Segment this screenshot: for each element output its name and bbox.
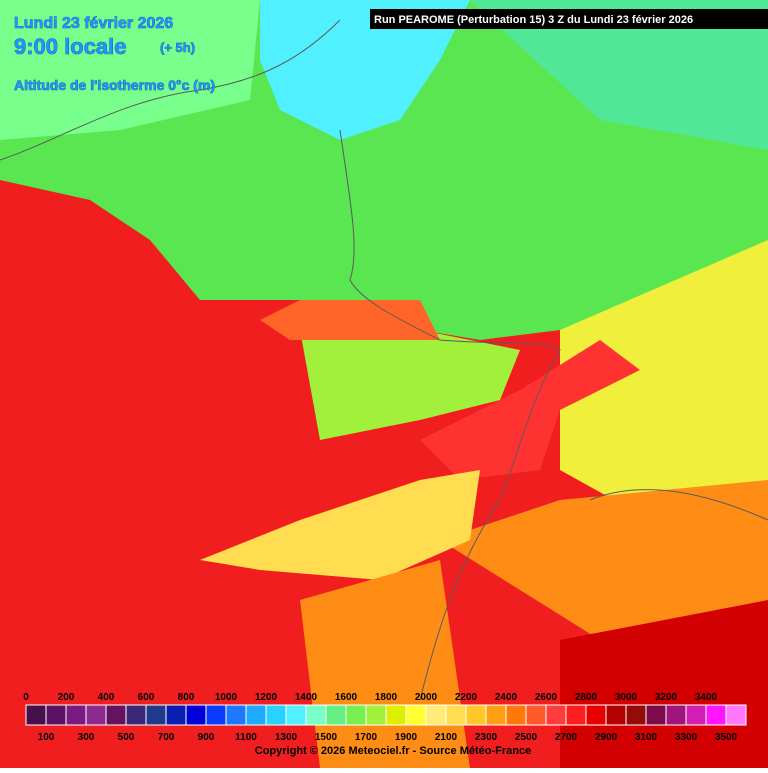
- scale-box: [225, 704, 247, 726]
- scale-box: [305, 704, 327, 726]
- scale-label: 2400: [495, 692, 518, 703]
- scale-box: [165, 704, 187, 726]
- scale-box: [65, 704, 87, 726]
- run-info: Run PEAROME (Perturbation 15) 3 Z du Lun…: [374, 14, 693, 26]
- borders: [0, 19, 768, 701]
- scale-label: 3100: [635, 732, 658, 743]
- scale-label: 1900: [395, 732, 418, 743]
- scale-box: [105, 704, 127, 726]
- scale-box: [405, 704, 427, 726]
- scale-box: [365, 704, 387, 726]
- scale-label: 2000: [415, 692, 438, 703]
- scale-label: 800: [178, 692, 195, 703]
- date: Lundi 23 février 2026: [14, 15, 173, 32]
- copyright: Copyright © 2026 Meteociel.fr - Source M…: [255, 745, 531, 757]
- scale-box: [505, 704, 527, 726]
- scale-label: 2500: [515, 732, 538, 743]
- scale-label: 1300: [275, 732, 298, 743]
- scale-label: 2900: [595, 732, 618, 743]
- scale-label: 1500: [315, 732, 338, 743]
- variable-name: Altitude de l'isotherme 0°c (m): [14, 77, 215, 93]
- scale-box: [145, 704, 167, 726]
- scale-box: [325, 704, 347, 726]
- scale-label: 3200: [655, 692, 678, 703]
- scale-box: [545, 704, 567, 726]
- scale-box: [25, 704, 47, 726]
- scale-label: 500: [118, 732, 135, 743]
- scale-label: 3400: [695, 692, 718, 703]
- scale-label: 3300: [675, 732, 698, 743]
- scale-box: [625, 704, 647, 726]
- scale-box: [605, 704, 627, 726]
- scale-box: [185, 704, 207, 726]
- scale-box: [705, 704, 727, 726]
- scale-box: [205, 704, 227, 726]
- scale-box: [665, 704, 687, 726]
- run-banner: [370, 9, 768, 29]
- scale-label: 2200: [455, 692, 478, 703]
- scale-label: 100: [38, 732, 55, 743]
- scale-label: 2800: [575, 692, 598, 703]
- scale-label: 200: [58, 692, 75, 703]
- scale-label: 1200: [255, 692, 278, 703]
- scale-label: 1400: [295, 692, 318, 703]
- scale-box: [445, 704, 467, 726]
- scale-box: [585, 704, 607, 726]
- scale-label: 1800: [375, 692, 398, 703]
- scale-box: [645, 704, 667, 726]
- scale-box: [725, 704, 747, 726]
- scale-label: 0: [23, 692, 29, 703]
- scale-label: 400: [98, 692, 115, 703]
- scale-label: 1600: [335, 692, 358, 703]
- time-offset: (+ 5h): [160, 40, 195, 55]
- scale-box: [85, 704, 107, 726]
- scale-box: [345, 704, 367, 726]
- color-scale: 0 100 200 300 400 500 600 700 800 900 1000 1100 1200…: [23, 692, 747, 743]
- scale-box: [125, 704, 147, 726]
- scale-label: 2100: [435, 732, 458, 743]
- scale-label: 600: [138, 692, 155, 703]
- scale-box: [385, 704, 407, 726]
- scale-label: 1700: [355, 732, 378, 743]
- scale-box: [265, 704, 287, 726]
- scale-box: [45, 704, 67, 726]
- scale-label: 3000: [615, 692, 638, 703]
- scale-label: 2600: [535, 692, 558, 703]
- scale-label: 700: [158, 732, 175, 743]
- scale-label: 1100: [235, 732, 257, 743]
- scale-box: [425, 704, 447, 726]
- local-time: 9:00 locale: [14, 34, 127, 59]
- scale-box: [485, 704, 507, 726]
- scale-box: [245, 704, 267, 726]
- scale-box: [465, 704, 487, 726]
- scale-box: [565, 704, 587, 726]
- scale-label: 3500: [715, 732, 738, 743]
- scale-label: 2300: [475, 732, 498, 743]
- scale-label: 1000: [215, 692, 238, 703]
- scale-box: [285, 704, 307, 726]
- scale-box: [685, 704, 707, 726]
- scale-box: [525, 704, 547, 726]
- scale-label: 300: [78, 732, 95, 743]
- scale-label: 900: [198, 732, 215, 743]
- scale-label: 2700: [555, 732, 578, 743]
